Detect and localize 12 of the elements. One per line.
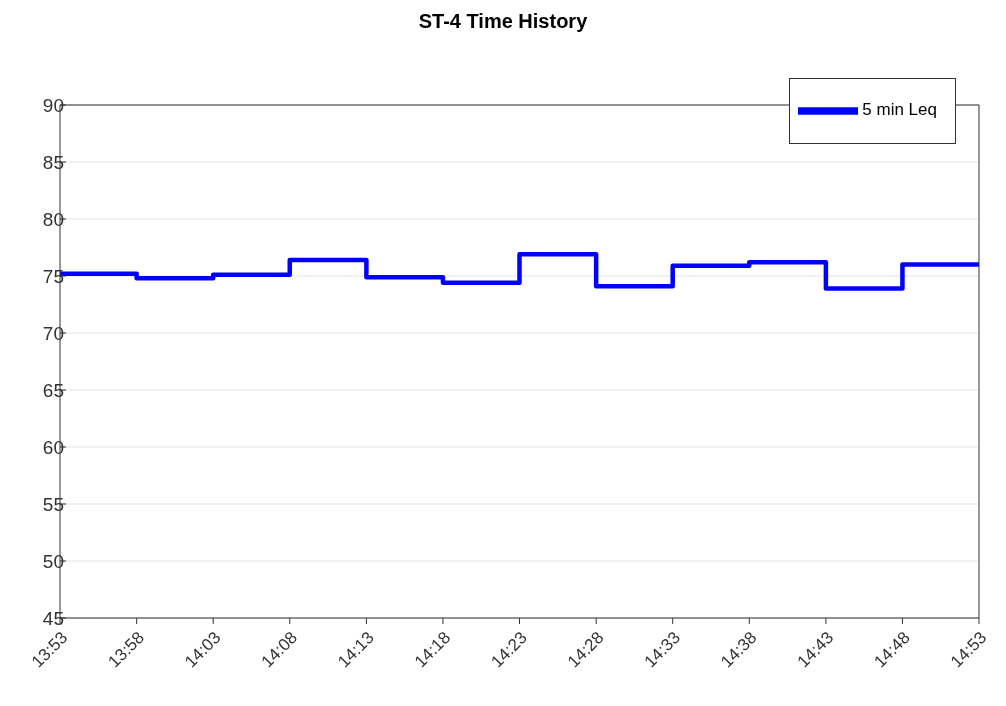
y-tick-label: 55 [42,493,64,515]
y-tick-label: 85 [42,151,64,173]
y-tick-label: 70 [42,322,64,344]
y-tick-label: 75 [42,265,64,287]
chart-title: ST-4 Time History [417,10,589,33]
legend-label: 5 min Leq [862,100,937,120]
y-tick-label: 90 [42,94,64,116]
y-tick-label: 80 [42,208,64,230]
y-tick-label: 65 [42,379,64,401]
y-tick-label: 60 [42,436,64,458]
y-tick-label: 50 [42,550,64,572]
y-tick-label: 45 [42,607,64,629]
